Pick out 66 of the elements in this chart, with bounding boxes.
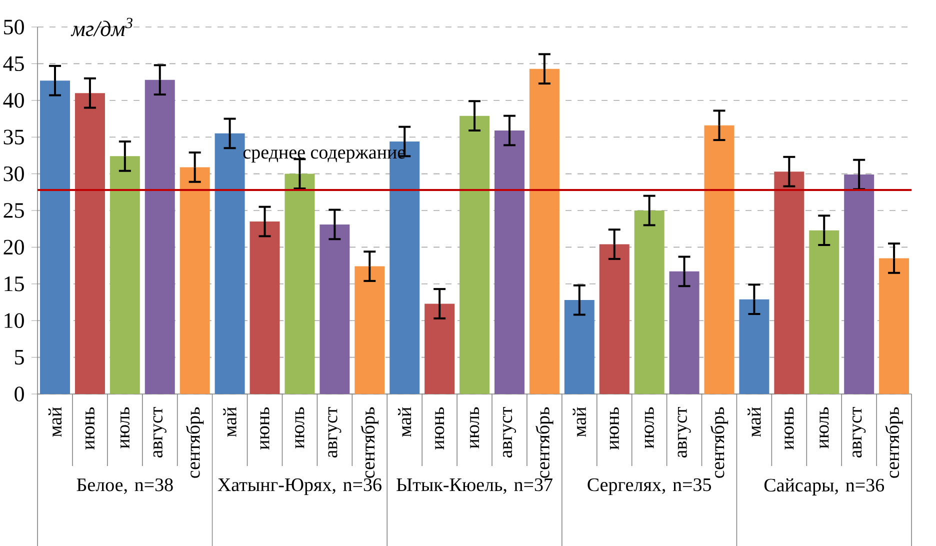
y-tick-label: 25 (4, 203, 24, 218)
bar (424, 304, 455, 394)
x-tick-label: июль (820, 407, 829, 448)
x-tick-label: сентябрь (536, 407, 554, 478)
y-tick-label: 35 (4, 130, 24, 144)
x-tick-label: июль (120, 407, 130, 448)
bar (74, 93, 105, 394)
y-tick-label: 40 (3, 92, 24, 108)
x-tick-label: май (398, 407, 412, 437)
bar (844, 174, 874, 394)
x-tick-label: август (502, 407, 516, 458)
bar (809, 230, 840, 394)
bar (599, 244, 630, 394)
x-tick-label: май (223, 407, 236, 437)
text: Ытык-Кюель, n=37 (396, 478, 552, 494)
y-tick-label: 30 (4, 166, 24, 182)
bar (460, 116, 490, 394)
text: Сайсары, n=36 (764, 478, 884, 496)
bar (634, 210, 664, 394)
x-tick-label: август (852, 407, 866, 458)
y-tick-label: 20 (4, 240, 24, 255)
x-tick-label: май (572, 407, 586, 437)
y-tick-label: 10 (4, 313, 24, 328)
bar (494, 130, 524, 394)
bar (739, 299, 770, 394)
y-tick-label: 0 (14, 386, 24, 402)
x-tick-label: май (748, 407, 761, 437)
y-tick-label: 15 (4, 276, 24, 292)
x-tick-label: сентябрь (186, 407, 204, 478)
bar (774, 172, 804, 394)
x-tick-label: август (678, 407, 691, 458)
y-tick-label: 45 (3, 56, 24, 72)
x-tick-label: июнь (85, 407, 95, 450)
x-tick-label: июнь (610, 407, 619, 450)
x-tick-label: сентябрь (710, 407, 728, 478)
bar (879, 258, 910, 394)
y-tick-label: 50 (4, 20, 24, 34)
bar (250, 222, 280, 394)
x-tick-label: сентябрь (885, 407, 903, 478)
bar (110, 156, 140, 394)
y-axis-title: мг/дм$^{3}$ (70, 18, 132, 36)
x-tick-label: май (48, 407, 62, 437)
bar (704, 125, 734, 394)
x-tick-label: июль (295, 407, 304, 448)
text: Сергелях, n=35 (588, 478, 711, 496)
bar (564, 300, 594, 394)
x-tick-label: июнь (784, 407, 794, 450)
y-tick-label: 5 (15, 350, 24, 365)
bar (320, 224, 350, 394)
text: Белое, n=38 (76, 478, 173, 494)
bar (529, 68, 560, 394)
x-tick-label: август (153, 407, 166, 458)
bar (669, 271, 700, 394)
bar (40, 80, 70, 394)
bar (354, 266, 385, 394)
bar (284, 174, 315, 394)
x-tick-label: июнь (260, 407, 270, 450)
x-tick-label: сентябрь (360, 407, 378, 478)
bar (180, 167, 210, 394)
bar (144, 80, 175, 394)
x-tick-label: июнь (434, 407, 444, 450)
x-tick-label: июль (644, 407, 654, 448)
x-tick-label: июль (470, 407, 480, 448)
bar (214, 133, 245, 394)
x-tick-label: август (328, 407, 342, 458)
text: Хатынг-Юрях, n=36 (218, 478, 382, 496)
